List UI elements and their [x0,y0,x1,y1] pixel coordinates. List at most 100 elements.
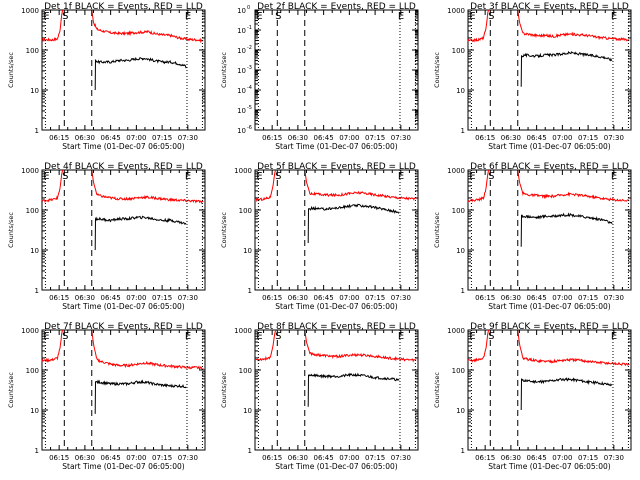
plot-9-series-events-segment-1 [520,377,613,411]
plot-5-marker-label: E [398,171,404,182]
plot-4-xtick-label: 07:00 [126,294,146,302]
plot-7-xtick-label: 07:15 [152,454,172,462]
plot-1-marker-label: S [62,11,68,22]
plot-2-xtick-label: 07:00 [339,134,359,142]
plot-8-ytick-label: 1 [248,447,252,455]
plot-9-ytick-label: 1000 [447,327,465,335]
plot-8-xtick-label: 06:45 [314,454,334,462]
plot-4-ylabel: Counts/sec [7,212,15,248]
plot-6-ytick-label: 10 [456,247,465,255]
plot-9-frame [467,329,632,451]
plot-2-ytick-label: 10 [237,7,246,15]
plot-9-xtick-label: 06:30 [501,454,521,462]
plot-5-series-events-segment-1 [307,203,400,244]
plot-2-ytick-label: 10 [237,87,246,95]
plot-9-ytick-label: 100 [452,367,465,375]
plot-9: Det 9f BLACK = Events, RED = LLD 1 10 100 10… [433,322,632,471]
plot-4-ytick-label: 100 [26,207,39,215]
plot-9-ytick-label: 10 [456,407,465,415]
plot-2-ytick-label: 10 [237,67,246,75]
plot-1-xtick-label: 06:30 [75,134,95,142]
plot-1-marker-label: E [43,11,49,22]
plot-5-ylabel: Counts/sec [220,212,228,248]
plot-2-ytick-exponent: -4 [247,85,252,91]
plot-5-series-lld-segment-2 [304,169,417,201]
plot-5-xtick-label: 06:15 [262,294,282,302]
plot-5: Det 5f BLACK = Events, RED = LLD 1 10 100 10… [220,162,419,311]
plot-5-xtick-label: 07:00 [339,294,359,302]
plot-7-frame [41,329,206,451]
plot-1-title: Det 1f BLACK = Events, RED = LLD [44,2,203,12]
plot-7-xlabel: Start Time (01-Dec-07 06:05:00) [62,462,184,471]
plot-4-xtick-label: 06:15 [49,294,69,302]
plot-6-xtick-label: 06:45 [527,294,547,302]
plot-1: Det 1f BLACK = Events, RED = LLD 1 10 100 10… [7,2,206,151]
plot-7-xtick-label: 06:45 [101,454,121,462]
plot-2-xtick-label: 06:45 [314,134,334,142]
plot-2-ytick-label: 10 [237,27,246,35]
plot-6-xlabel: Start Time (01-Dec-07 06:05:00) [488,302,610,311]
plot-1-xtick-label: 07:15 [152,134,172,142]
plot-3-series-lld-segment-2 [517,9,630,42]
plot-4-series-lld-segment-1 [41,169,64,203]
plot-9-xtick-label: 06:45 [527,454,547,462]
plot-1-xlabel: Start Time (01-Dec-07 06:05:00) [62,142,184,151]
plot-2-ytick-exponent: -3 [247,65,252,71]
plot-4-marker-label: S [62,171,68,182]
plot-4-ytick-label: 10 [30,247,39,255]
plot-5-ytick-label: 1000 [234,167,252,175]
plot-2-ytick-exponent: -2 [247,45,252,51]
plot-2-ytick-exponent: -6 [247,125,252,131]
plot-7-marker-label: E [185,331,191,342]
plot-4: Det 4f BLACK = Events, RED = LLD 1 10 100 10… [7,162,206,311]
plot-6-xtick-label: 07:15 [578,294,598,302]
plot-6-ytick-label: 100 [452,207,465,215]
plot-2-ytick-label: 10 [237,47,246,55]
plot-7-xtick-label: 07:30 [178,454,198,462]
plot-7-ytick-label: 1000 [21,327,39,335]
plot-7: Det 7f BLACK = Events, RED = LLD 1 10 100 10… [7,322,206,471]
plot-1-ytick-label: 1 [35,127,39,135]
plot-5-marker-label: S [275,171,281,182]
plot-7-marker-label: E [43,331,49,342]
plot-5-xlabel: Start Time (01-Dec-07 06:05:00) [275,302,397,311]
plot-3-xtick-label: 06:45 [527,134,547,142]
plot-3-xtick-label: 06:30 [501,134,521,142]
plot-7-marker-label: S [62,331,68,342]
plot-5-xtick-label: 07:30 [391,294,411,302]
plot-5-frame [254,169,419,291]
plot-3: Det 3f BLACK = Events, RED = LLD 1 10 100 10… [433,2,632,151]
plot-4-ytick-label: 1000 [21,167,39,175]
plot-5-xtick-label: 07:15 [365,294,385,302]
plot-8: Det 8f BLACK = Events, RED = LLD 1 10 100 10… [220,322,419,471]
plot-2-marker-label: E [398,11,404,22]
plot-3-marker-label: E [469,11,475,22]
plot-3-series-lld-segment-1 [467,9,490,43]
plot-8-marker-label: S [275,331,281,342]
plot-9-marker-label: S [488,331,494,342]
plot-8-ytick-label: 1000 [234,327,252,335]
plot-7-xtick-label: 06:30 [75,454,95,462]
plot-8-xtick-label: 07:15 [365,454,385,462]
plot-6-series-lld-segment-1 [467,169,490,203]
plot-4-title: Det 4f BLACK = Events, RED = LLD [44,162,203,172]
plot-8-title: Det 8f BLACK = Events, RED = LLD [257,322,416,332]
plot-1-ytick-label: 10 [30,87,39,95]
plot-3-ytick-label: 1000 [447,7,465,15]
plot-8-series-lld-segment-2 [304,329,417,363]
plot-4-marker-label: E [185,171,191,182]
plot-7-series-lld-segment-2 [91,329,204,371]
plot-2-ytick-exponent: 0 [247,5,250,11]
plot-7-ytick-label: 10 [30,407,39,415]
plot-2-xtick-label: 07:15 [365,134,385,142]
plot-9-xlabel: Start Time (01-Dec-07 06:05:00) [488,462,610,471]
plot-6-xtick-label: 06:15 [475,294,495,302]
plot-6-marker-label: E [611,171,617,182]
plot-2-ytick-label: 10 [237,107,246,115]
plot-5-xtick-label: 06:45 [314,294,334,302]
plot-9-ytick-label: 1 [461,447,465,455]
plot-1-xtick-label: 06:45 [101,134,121,142]
plot-1-ylabel: Counts/sec [7,52,15,88]
plot-4-xtick-label: 06:45 [101,294,121,302]
